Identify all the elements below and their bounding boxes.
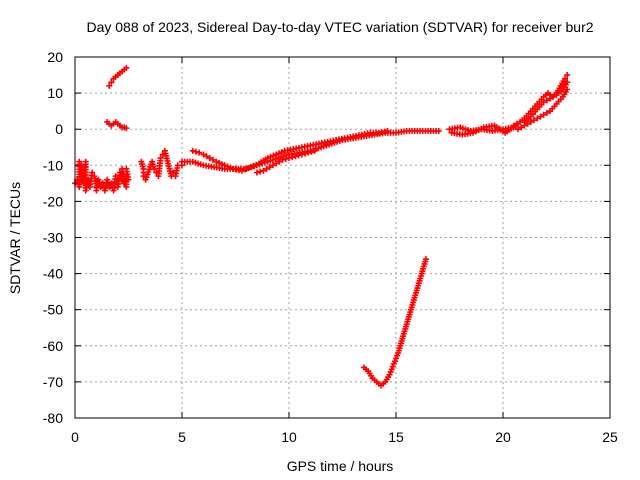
data-point bbox=[89, 169, 96, 176]
data-point bbox=[140, 173, 147, 180]
y-tick-label: -60 bbox=[43, 338, 63, 354]
data-point bbox=[534, 115, 541, 122]
data-point bbox=[192, 148, 199, 155]
data-point bbox=[123, 64, 130, 71]
data-point bbox=[266, 164, 273, 171]
data-point bbox=[295, 152, 302, 159]
y-tick-label: -50 bbox=[43, 302, 63, 318]
series-3 bbox=[138, 147, 185, 183]
y-tick-label: -20 bbox=[43, 193, 63, 209]
chart-title: Day 088 of 2023, Sidereal Day-to-day VTE… bbox=[86, 19, 593, 35]
series-6 bbox=[253, 147, 318, 176]
data-point bbox=[562, 75, 569, 82]
data-point bbox=[531, 117, 538, 124]
data-point bbox=[518, 124, 525, 131]
series-8 bbox=[448, 122, 519, 138]
data-point bbox=[543, 109, 550, 116]
x-tick-label: 15 bbox=[388, 429, 404, 445]
y-axis-label: SDTVAR / TECUs bbox=[7, 182, 23, 294]
data-point bbox=[311, 147, 318, 154]
y-tick-label: -70 bbox=[43, 374, 63, 390]
data-point bbox=[286, 155, 292, 162]
data-point bbox=[435, 128, 442, 135]
data-point bbox=[189, 147, 196, 154]
data-point bbox=[203, 153, 210, 160]
data-point bbox=[302, 150, 309, 157]
series-11 bbox=[521, 79, 571, 125]
data-point bbox=[282, 155, 289, 162]
series-0 bbox=[72, 158, 132, 194]
data-point bbox=[253, 169, 260, 176]
data-point bbox=[308, 148, 315, 155]
y-tick-label: -30 bbox=[43, 230, 63, 246]
data-point bbox=[76, 158, 83, 165]
data-point bbox=[537, 113, 544, 120]
data-point bbox=[257, 168, 264, 175]
data-point bbox=[260, 167, 267, 174]
data-point bbox=[422, 256, 429, 263]
data-point bbox=[279, 156, 286, 163]
data-point bbox=[289, 154, 296, 161]
data-point bbox=[527, 118, 534, 125]
x-axis-label: GPS time / hours bbox=[287, 458, 394, 474]
data-point bbox=[524, 120, 531, 127]
data-point bbox=[269, 162, 276, 169]
data-point bbox=[273, 160, 280, 167]
data-point bbox=[305, 149, 312, 156]
data-point bbox=[106, 82, 113, 89]
data-point bbox=[200, 151, 207, 158]
data-point bbox=[510, 122, 517, 129]
series-12 bbox=[360, 256, 429, 389]
data-points bbox=[72, 64, 571, 389]
data-point bbox=[298, 151, 305, 158]
y-tick-label: 10 bbox=[47, 85, 63, 101]
x-tick-label: 25 bbox=[602, 429, 618, 445]
data-point bbox=[540, 111, 547, 118]
y-tick-label: -80 bbox=[43, 410, 63, 426]
data-point bbox=[514, 126, 521, 133]
data-point bbox=[564, 72, 571, 79]
y-tick-label: 0 bbox=[55, 121, 63, 137]
data-point bbox=[276, 158, 283, 165]
data-point bbox=[550, 93, 557, 100]
x-tick-label: 5 bbox=[178, 429, 186, 445]
data-point bbox=[547, 95, 554, 102]
data-point bbox=[123, 125, 130, 132]
y-tick-label: 20 bbox=[47, 49, 63, 65]
y-tick-label: -10 bbox=[43, 157, 63, 173]
data-point bbox=[108, 79, 115, 86]
series-1 bbox=[104, 118, 130, 132]
data-point bbox=[196, 149, 203, 156]
data-point bbox=[564, 79, 571, 86]
x-tick-label: 0 bbox=[71, 429, 79, 445]
plot-frame bbox=[74, 56, 611, 419]
data-point bbox=[157, 155, 164, 162]
x-tick-label: 10 bbox=[281, 429, 297, 445]
data-point bbox=[151, 165, 158, 172]
data-point bbox=[513, 120, 520, 127]
data-point bbox=[210, 156, 217, 163]
data-point bbox=[292, 153, 299, 160]
y-tick-label: -40 bbox=[43, 266, 63, 282]
x-tick-label: 20 bbox=[495, 429, 511, 445]
series-10 bbox=[514, 86, 571, 133]
data-point bbox=[543, 97, 550, 104]
data-point bbox=[125, 176, 132, 183]
series-5 bbox=[189, 128, 391, 174]
data-point bbox=[206, 155, 213, 162]
data-point bbox=[384, 128, 391, 135]
data-point bbox=[540, 99, 547, 106]
series-2 bbox=[106, 64, 130, 89]
data-point bbox=[263, 165, 270, 172]
